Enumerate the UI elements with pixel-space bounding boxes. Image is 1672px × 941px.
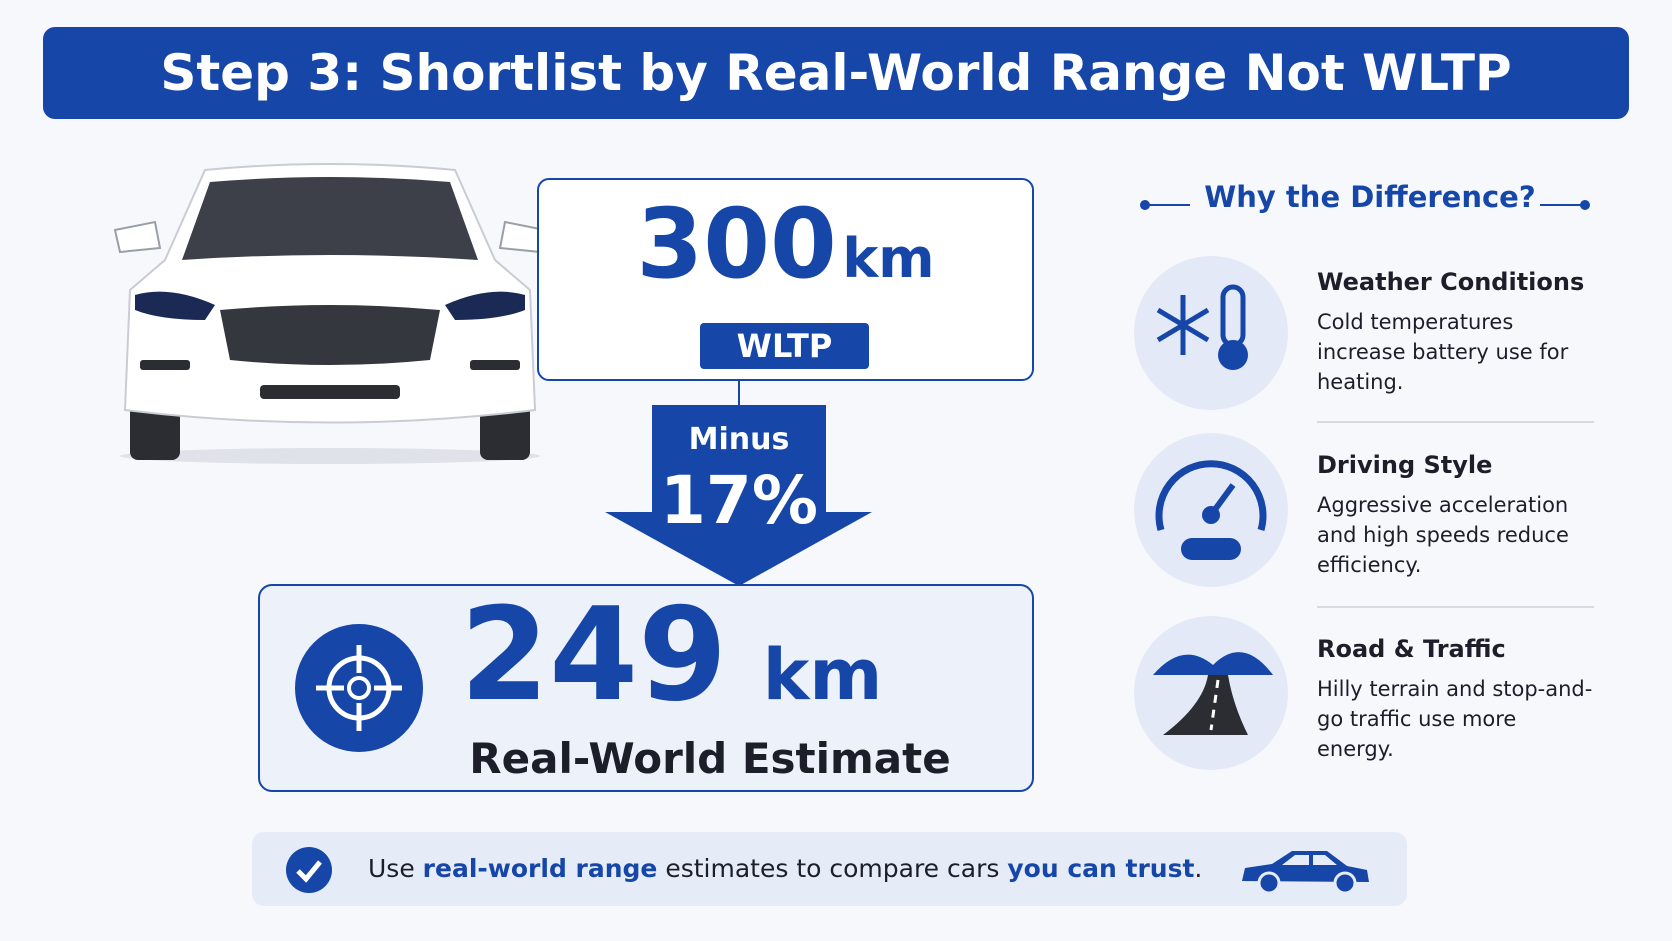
text: estimates to compare cars	[665, 854, 1000, 883]
text: .	[1194, 854, 1203, 883]
car-icon	[1242, 851, 1369, 895]
check-icon	[286, 847, 332, 893]
estimate-box: 249 km Real-World Estimate	[258, 581, 1034, 792]
factor-title: Weather Conditions	[1317, 268, 1585, 296]
target-icon	[295, 624, 423, 752]
wltp-label: WLTP	[700, 323, 869, 369]
footer-text: Use real-world range estimates to compar…	[368, 854, 1202, 883]
wltp-unit: km	[842, 227, 935, 290]
estimate-unit: km	[762, 634, 883, 716]
factor-icons	[1134, 256, 1288, 770]
header-title: Step 3: Shortlist by Real-World Range No…	[43, 27, 1629, 119]
estimate-label: Real-World Estimate	[469, 734, 951, 783]
factors-title-rule	[1140, 200, 1590, 210]
factors-title: Why the Difference?	[1204, 180, 1536, 214]
separator	[1317, 421, 1594, 423]
estimate-value: 249	[460, 581, 728, 730]
factor-description: Cold temperatures increase battery use f…	[1317, 310, 1569, 394]
wltp-value: 300	[636, 188, 837, 300]
factor-title: Driving Style	[1317, 451, 1493, 479]
text: Use	[368, 854, 415, 883]
reduction-arrow	[605, 381, 872, 586]
factor-description: Aggressive acceleration and high speeds …	[1317, 493, 1569, 577]
car-illustration	[113, 163, 547, 464]
factor-title: Road & Traffic	[1317, 635, 1506, 663]
reduction-value: 17%	[660, 462, 818, 539]
highlight: you can trust	[1007, 854, 1195, 883]
separator	[1317, 606, 1594, 608]
wltp-box: 300 km WLTP	[537, 178, 1034, 381]
highlight: real-world range	[422, 854, 658, 883]
reduction-label: Minus	[688, 422, 790, 457]
factor-description: Hilly terrain and stop-and-go traffic us…	[1317, 677, 1593, 761]
footer: Use real-world range estimates to compar…	[252, 832, 1407, 906]
